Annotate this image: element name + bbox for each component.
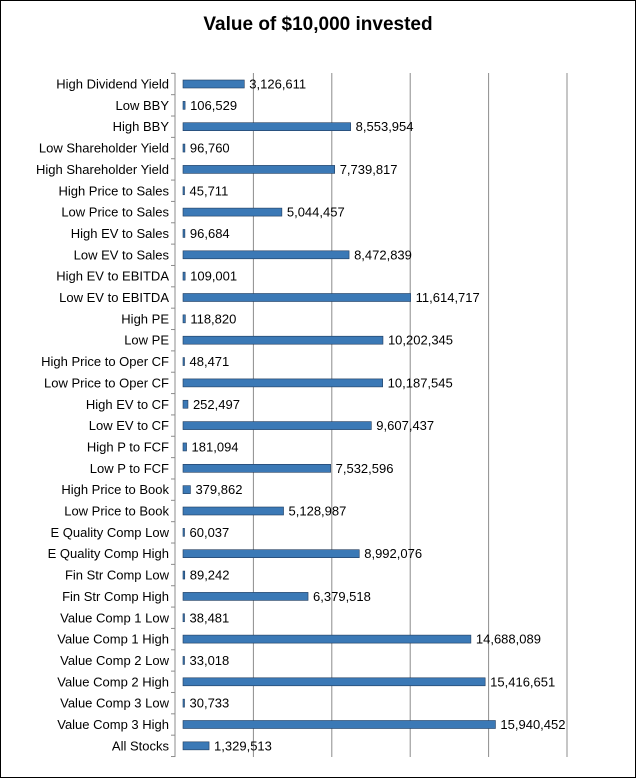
chart-title: Value of $10,000 invested (203, 14, 433, 35)
category-label: High Price to Oper CF (41, 354, 169, 369)
category-label: High BBY (113, 119, 170, 134)
category-label: Low EV to Sales (74, 247, 170, 262)
data-label: 96,760 (190, 141, 230, 156)
category-label: Low PE (124, 333, 169, 348)
data-label: 8,553,954 (356, 119, 414, 134)
data-label: 379,862 (195, 482, 242, 497)
data-label: 60,037 (190, 525, 230, 540)
bar (182, 229, 186, 238)
bar (182, 442, 187, 452)
category-label: Low Price to Oper CF (44, 375, 169, 390)
bar (182, 314, 186, 324)
bar (182, 101, 186, 110)
data-label: 6,379,518 (313, 589, 371, 604)
bar (182, 122, 351, 131)
category-label: Value Comp 2 Low (60, 653, 169, 668)
bar (182, 271, 186, 281)
data-label: 252,497 (193, 397, 240, 412)
category-label: Fin Str Comp Low (65, 568, 170, 583)
data-label: 5,128,987 (289, 504, 347, 519)
data-label: 10,202,345 (388, 333, 453, 348)
data-label: 96,684 (190, 226, 230, 241)
data-label: 11,614,717 (416, 290, 480, 305)
bar (182, 293, 411, 302)
bar (182, 677, 486, 687)
data-label: 14,688,089 (476, 632, 541, 647)
bar (182, 357, 185, 366)
data-label: 181,094 (192, 439, 239, 454)
bar (182, 207, 283, 217)
bar (182, 570, 186, 580)
bar (182, 378, 383, 388)
data-label: 7,739,817 (340, 162, 398, 177)
category-label: Low EV to EBITDA (59, 290, 169, 305)
data-label: 109,001 (190, 269, 237, 284)
bar (182, 506, 284, 516)
category-label: Value Comp 1 High (57, 632, 169, 647)
data-label: 10,187,545 (388, 375, 453, 390)
bar (182, 741, 210, 751)
bar (182, 698, 185, 708)
category-label: High Price to Book (61, 482, 169, 497)
data-label: 118,820 (190, 311, 236, 326)
category-label: High EV to EBITDA (56, 269, 169, 284)
bar (182, 549, 360, 559)
data-label: 33,018 (190, 653, 230, 668)
data-label: 8,472,839 (354, 247, 412, 262)
category-label: High Dividend Yield (56, 77, 169, 92)
category-label: E Quality Comp Low (51, 525, 170, 540)
category-label: High EV to CF (86, 397, 169, 412)
data-label: 45,711 (190, 183, 229, 198)
data-label: 38,481 (190, 610, 230, 625)
category-label: Low Shareholder Yield (39, 141, 169, 156)
category-label: High P to FCF (87, 439, 169, 454)
data-label: 106,529 (190, 98, 237, 113)
data-label: 9,607,437 (376, 418, 434, 433)
data-label: 48,471 (190, 354, 230, 369)
category-label: Fin Str Comp High (62, 589, 169, 604)
data-label: 5,044,457 (287, 205, 345, 220)
data-label: 8,992,076 (364, 546, 422, 561)
category-label: High Shareholder Yield (36, 162, 169, 177)
category-label: E Quality Comp High (48, 546, 169, 561)
data-label: 3,126,611 (249, 77, 306, 92)
bar (182, 165, 336, 174)
category-label: All Stocks (112, 738, 170, 753)
data-label: 30,733 (190, 696, 230, 711)
bar (182, 592, 309, 601)
category-label: High Price to Sales (58, 183, 169, 198)
category-label: Low P to FCF (90, 461, 169, 476)
category-label: Value Comp 1 Low (60, 610, 169, 625)
category-label: High PE (121, 311, 169, 326)
bar (182, 186, 185, 196)
bar (182, 79, 245, 89)
bar (182, 613, 185, 623)
data-label: 1,329,513 (214, 738, 272, 753)
bar (182, 463, 331, 473)
category-label: Value Comp 3 Low (60, 696, 169, 711)
data-label: 15,940,452 (500, 717, 565, 732)
bar (182, 720, 496, 729)
bar (182, 335, 384, 345)
bar (182, 528, 185, 537)
category-label: Value Comp 2 High (57, 674, 169, 689)
bar (182, 421, 372, 430)
category-label: Value Comp 3 High (57, 717, 169, 732)
bar (182, 634, 472, 644)
bar (182, 143, 186, 153)
data-label: 89,242 (190, 568, 230, 583)
bar (182, 485, 191, 494)
category-label: Low Price to Book (64, 504, 169, 519)
data-label: 7,532,596 (336, 461, 394, 476)
bar (182, 399, 189, 409)
category-label: High EV to Sales (71, 226, 170, 241)
data-label: 15,416,651 (490, 674, 555, 689)
category-label: Low EV to CF (89, 418, 169, 433)
category-label: Low BBY (116, 98, 170, 113)
bar (182, 250, 350, 260)
bar (182, 656, 185, 665)
category-label: Low Price to Sales (61, 205, 169, 220)
